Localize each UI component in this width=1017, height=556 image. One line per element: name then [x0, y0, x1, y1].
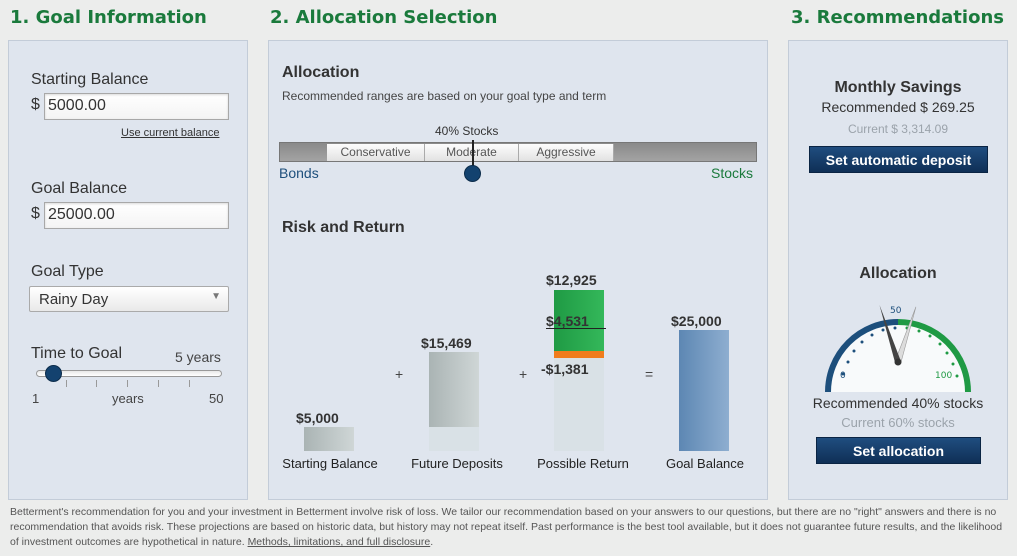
slider-tick: [96, 380, 97, 387]
gauge-min-label: 0: [840, 371, 846, 381]
allocation-selection-title: 2. Allocation Selection: [270, 7, 498, 28]
gauge-recommended-needle: [879, 304, 901, 363]
recommended-savings: Recommended $ 269.25: [821, 99, 975, 115]
starting-balance-bar: [304, 427, 354, 451]
possible-return-base-bar: [554, 358, 604, 451]
allocation-marker-line: [472, 140, 474, 167]
range-aggressive: Aggressive: [519, 144, 614, 161]
set-allocation-button[interactable]: Set allocation: [816, 437, 981, 464]
stocks-label: Stocks: [711, 165, 754, 181]
starting-balance-bar-label: Starting Balance: [282, 456, 378, 471]
slider-tick: [127, 380, 128, 387]
time-to-goal-value: 5 years: [175, 349, 221, 365]
slider-max-label: 50: [209, 391, 224, 406]
risk-return-heading: Risk and Return: [282, 219, 405, 236]
chevron-down-icon: ▼: [211, 291, 221, 302]
slider-unit-label: years: [112, 391, 144, 406]
goal-balance-input[interactable]: 25000.00: [44, 202, 229, 229]
gauge-dots: [841, 326, 897, 376]
plus-operator: +: [395, 366, 404, 382]
time-to-goal-slider-handle[interactable]: [45, 365, 62, 382]
range-conservative: Conservative: [327, 144, 425, 161]
gauge-hub: [894, 358, 902, 366]
starting-balance-input[interactable]: 5000.00: [44, 93, 229, 120]
monthly-savings-heading: Monthly Savings: [834, 79, 962, 96]
slider-tick: [66, 380, 67, 387]
stocks-marker-label: 40% Stocks: [435, 124, 499, 138]
starting-balance-currency: $: [31, 96, 40, 113]
disclosure-link[interactable]: Methods, limitations, and full disclosur…: [247, 536, 431, 548]
disclosure-footer: Betterment's recommendation for you and …: [10, 505, 1008, 550]
set-automatic-deposit-button[interactable]: Set automatic deposit: [809, 146, 988, 173]
possible-return-upper-value: $12,925: [546, 272, 597, 288]
recommendations-title: 3. Recommendations: [791, 7, 1004, 28]
bonds-label: Bonds: [279, 165, 319, 181]
slider-min-label: 1: [32, 391, 40, 406]
possible-return-gain-bar: [554, 290, 604, 351]
allocation-slider-handle[interactable]: [464, 165, 481, 182]
goal-type-label: Goal Type: [31, 263, 104, 280]
use-current-balance-link[interactable]: Use current balance: [121, 127, 220, 139]
possible-return-lower-value: -$1,381: [541, 361, 589, 377]
recommended-allocation: Recommended 40% stocks: [812, 395, 984, 411]
recommendations-panel: [788, 40, 1008, 500]
allocation-range-bar[interactable]: Conservative Moderate Aggressive: [279, 142, 757, 162]
slider-tick: [158, 380, 159, 387]
allocation-recommendation-heading: Allocation: [859, 265, 937, 282]
goal-balance-bar: [679, 330, 729, 451]
disclosure-text: Betterment's recommendation for you and …: [10, 506, 1003, 548]
goal-balance-bar-label: Goal Balance: [665, 456, 745, 471]
current-savings: Current $ 3,314.09: [847, 122, 949, 136]
gauge-max-label: 100: [935, 371, 952, 381]
future-deposits-bar-label: Future Deposits: [411, 456, 503, 471]
goal-type-value: Rainy Day: [39, 291, 109, 308]
allocation-subtitle: Recommended ranges are based on your goa…: [282, 89, 607, 103]
possible-return-median-line: [546, 328, 606, 329]
gauge-mid-label: 50: [890, 306, 902, 316]
future-deposits-bar: [429, 352, 479, 451]
slider-tick: [189, 380, 190, 387]
possible-return-bar-label: Possible Return: [537, 456, 629, 471]
goal-information-title: 1. Goal Information: [10, 7, 207, 28]
allocation-gauge: 0 50 100: [825, 304, 971, 392]
future-deposits-value: $15,469: [421, 335, 472, 351]
goal-balance-value: $25,000: [671, 313, 722, 329]
time-to-goal-track[interactable]: [36, 370, 222, 377]
starting-balance-label: Starting Balance: [31, 71, 149, 88]
starting-balance-value: $5,000: [296, 410, 339, 426]
goal-balance-currency: $: [31, 205, 40, 222]
possible-return-loss-bar: [554, 351, 604, 358]
disclosure-suffix: .: [430, 536, 434, 548]
goal-balance-label: Goal Balance: [31, 180, 128, 197]
current-allocation: Current 60% stocks: [841, 415, 955, 430]
time-to-goal-label: Time to Goal: [31, 345, 122, 362]
goal-type-select[interactable]: Rainy Day ▼: [29, 286, 229, 312]
equals-operator: =: [645, 366, 654, 382]
possible-return-mid-value: $4,531: [546, 313, 589, 329]
allocation-heading: Allocation: [282, 64, 360, 81]
plus-operator: +: [519, 366, 528, 382]
